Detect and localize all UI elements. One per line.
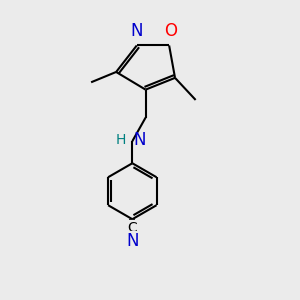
Text: H: H: [116, 133, 126, 147]
Text: N: N: [134, 131, 146, 149]
Text: N: N: [126, 232, 139, 250]
Text: O: O: [164, 22, 177, 40]
Text: C: C: [128, 220, 137, 235]
Text: N: N: [130, 22, 143, 40]
